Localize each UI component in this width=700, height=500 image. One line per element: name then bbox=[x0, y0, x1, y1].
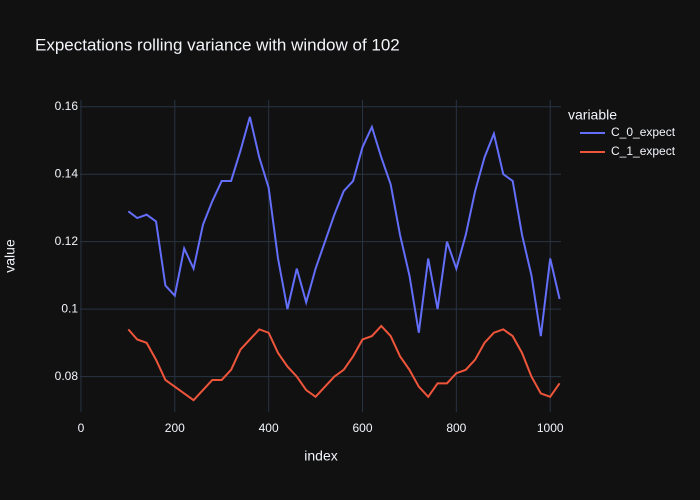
y-tick-label: 0.14 bbox=[55, 166, 79, 180]
y-axis-label: value bbox=[2, 239, 18, 273]
legend-label: C_1_expect bbox=[611, 144, 676, 158]
x-axis-label: index bbox=[304, 448, 337, 464]
x-tick-label: 400 bbox=[259, 421, 279, 435]
y-tick-label: 0.1 bbox=[61, 301, 78, 315]
x-tick-label: 800 bbox=[446, 421, 466, 435]
x-tick-label: 1000 bbox=[537, 421, 564, 435]
y-tick-label: 0.08 bbox=[55, 369, 79, 383]
legend-label: C_0_expect bbox=[611, 125, 676, 139]
data-line bbox=[127, 324, 561, 402]
x-tick-label: 200 bbox=[165, 421, 185, 435]
y-tick-label: 0.16 bbox=[55, 99, 79, 113]
y-tick-label: 0.12 bbox=[55, 234, 79, 248]
chart-title: Expectations rolling variance with windo… bbox=[35, 35, 400, 54]
data-line bbox=[127, 116, 561, 337]
legend-title: variable bbox=[568, 107, 617, 123]
x-tick-label: 600 bbox=[352, 421, 372, 435]
x-tick-label: 0 bbox=[78, 421, 85, 435]
